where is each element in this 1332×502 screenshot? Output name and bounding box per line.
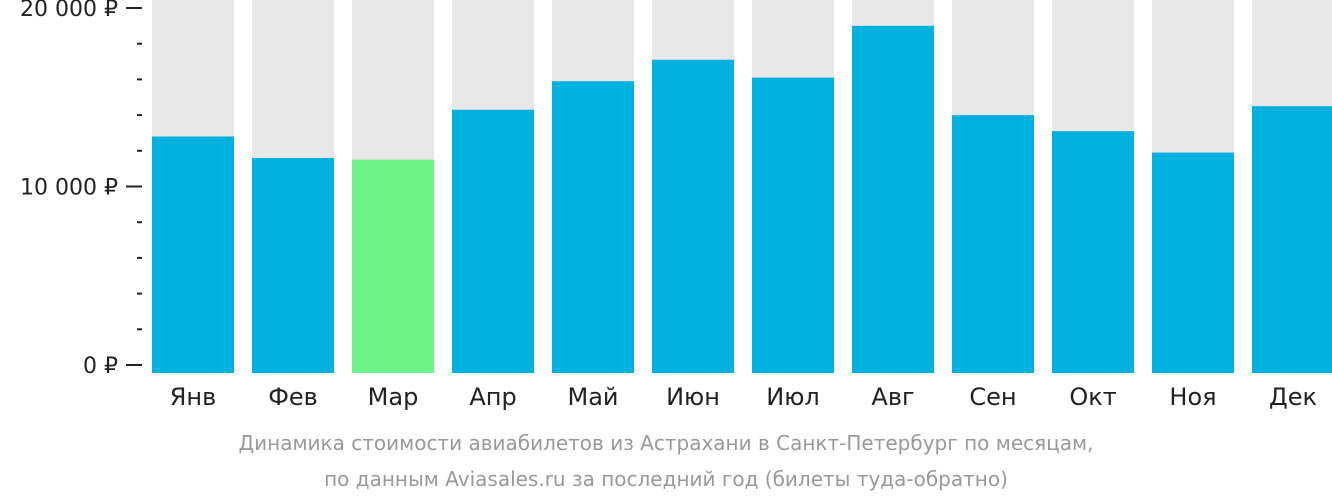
- bar: [252, 157, 334, 373]
- chart-caption-line-2: по данным Aviasales.ru за последний год …: [324, 467, 1008, 491]
- bar-highlighted: [352, 159, 434, 373]
- bar: [452, 109, 534, 374]
- bar: [1252, 106, 1332, 374]
- x-tick-label: Ноя: [1169, 383, 1216, 411]
- x-tick-label: Сен: [969, 383, 1016, 411]
- x-tick-label: Дек: [1269, 383, 1317, 411]
- x-tick-label: Июл: [766, 383, 820, 411]
- chart-caption-line-1: Динамика стоимости авиабилетов из Астрах…: [238, 431, 1094, 455]
- y-tick-label: 0 ₽: [83, 354, 118, 379]
- price-chart: Янв Фев Мар Апр Май Июн Июл Авг Сен Окт Ноя Дек 0 ₽ 1…: [20, 0, 1332, 411]
- bar: [752, 77, 834, 374]
- y-tick-label: 20 000 ₽: [20, 0, 118, 22]
- x-tick-label: Окт: [1069, 383, 1116, 411]
- bar: [152, 136, 234, 373]
- y-tick-label: 10 000 ₽: [20, 176, 118, 201]
- bar: [1052, 131, 1134, 373]
- x-tick-label: Авг: [871, 383, 914, 411]
- x-tick-label: Июн: [666, 383, 720, 411]
- bar: [952, 115, 1034, 373]
- x-tick-label: Мар: [368, 383, 419, 411]
- x-tick-label: Апр: [469, 383, 516, 411]
- bar: [552, 81, 634, 373]
- x-tick-label: Май: [567, 383, 618, 411]
- bar: [852, 25, 934, 373]
- bar: [1152, 152, 1234, 373]
- x-tick-label: Фев: [268, 383, 318, 411]
- x-tick-label: Янв: [170, 383, 217, 411]
- bar: [652, 59, 734, 373]
